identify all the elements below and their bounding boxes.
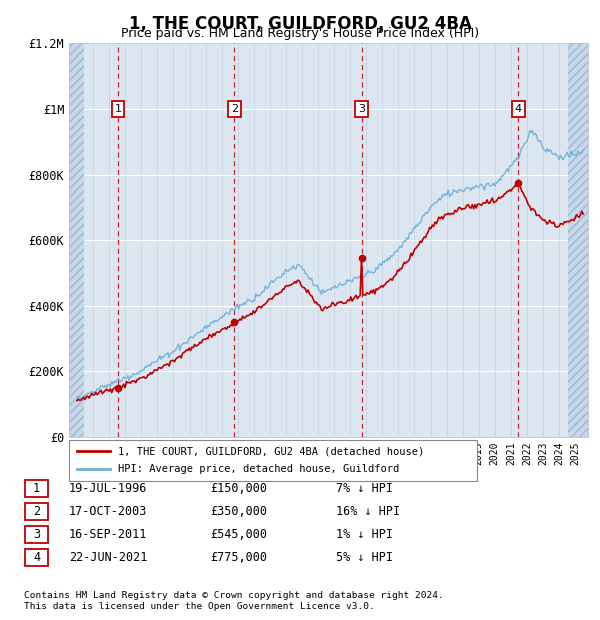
FancyBboxPatch shape (25, 526, 48, 543)
FancyBboxPatch shape (25, 480, 48, 497)
Text: 2: 2 (231, 104, 238, 114)
FancyBboxPatch shape (25, 549, 48, 565)
Text: 19-JUL-1996: 19-JUL-1996 (69, 482, 148, 495)
FancyBboxPatch shape (69, 440, 477, 480)
Text: Contains HM Land Registry data © Crown copyright and database right 2024.: Contains HM Land Registry data © Crown c… (24, 591, 444, 600)
Text: 16% ↓ HPI: 16% ↓ HPI (336, 505, 400, 518)
Bar (69, 43, 84, 437)
Text: 22-JUN-2021: 22-JUN-2021 (69, 551, 148, 564)
Text: 4: 4 (515, 104, 522, 114)
Text: 2: 2 (33, 505, 40, 518)
Text: 1, THE COURT, GUILDFORD, GU2 4BA (detached house): 1, THE COURT, GUILDFORD, GU2 4BA (detach… (118, 446, 424, 456)
Text: 1, THE COURT, GUILDFORD, GU2 4BA: 1, THE COURT, GUILDFORD, GU2 4BA (128, 15, 472, 33)
Text: £775,000: £775,000 (210, 551, 267, 564)
Text: This data is licensed under the Open Government Licence v3.0.: This data is licensed under the Open Gov… (24, 602, 375, 611)
Text: £350,000: £350,000 (210, 505, 267, 518)
Text: 3: 3 (33, 528, 40, 541)
Text: £150,000: £150,000 (210, 482, 267, 495)
Text: 3: 3 (358, 104, 365, 114)
Text: 4: 4 (33, 551, 40, 564)
Text: 17-OCT-2003: 17-OCT-2003 (69, 505, 148, 518)
Bar (568, 43, 588, 437)
Text: 5% ↓ HPI: 5% ↓ HPI (336, 551, 393, 564)
Text: 1: 1 (33, 482, 40, 495)
Text: 1% ↓ HPI: 1% ↓ HPI (336, 528, 393, 541)
Text: 7% ↓ HPI: 7% ↓ HPI (336, 482, 393, 495)
Text: 1: 1 (115, 104, 121, 114)
Text: £545,000: £545,000 (210, 528, 267, 541)
Text: 16-SEP-2011: 16-SEP-2011 (69, 528, 148, 541)
FancyBboxPatch shape (25, 503, 48, 520)
Text: HPI: Average price, detached house, Guildford: HPI: Average price, detached house, Guil… (118, 464, 399, 474)
Text: Price paid vs. HM Land Registry's House Price Index (HPI): Price paid vs. HM Land Registry's House … (121, 27, 479, 40)
